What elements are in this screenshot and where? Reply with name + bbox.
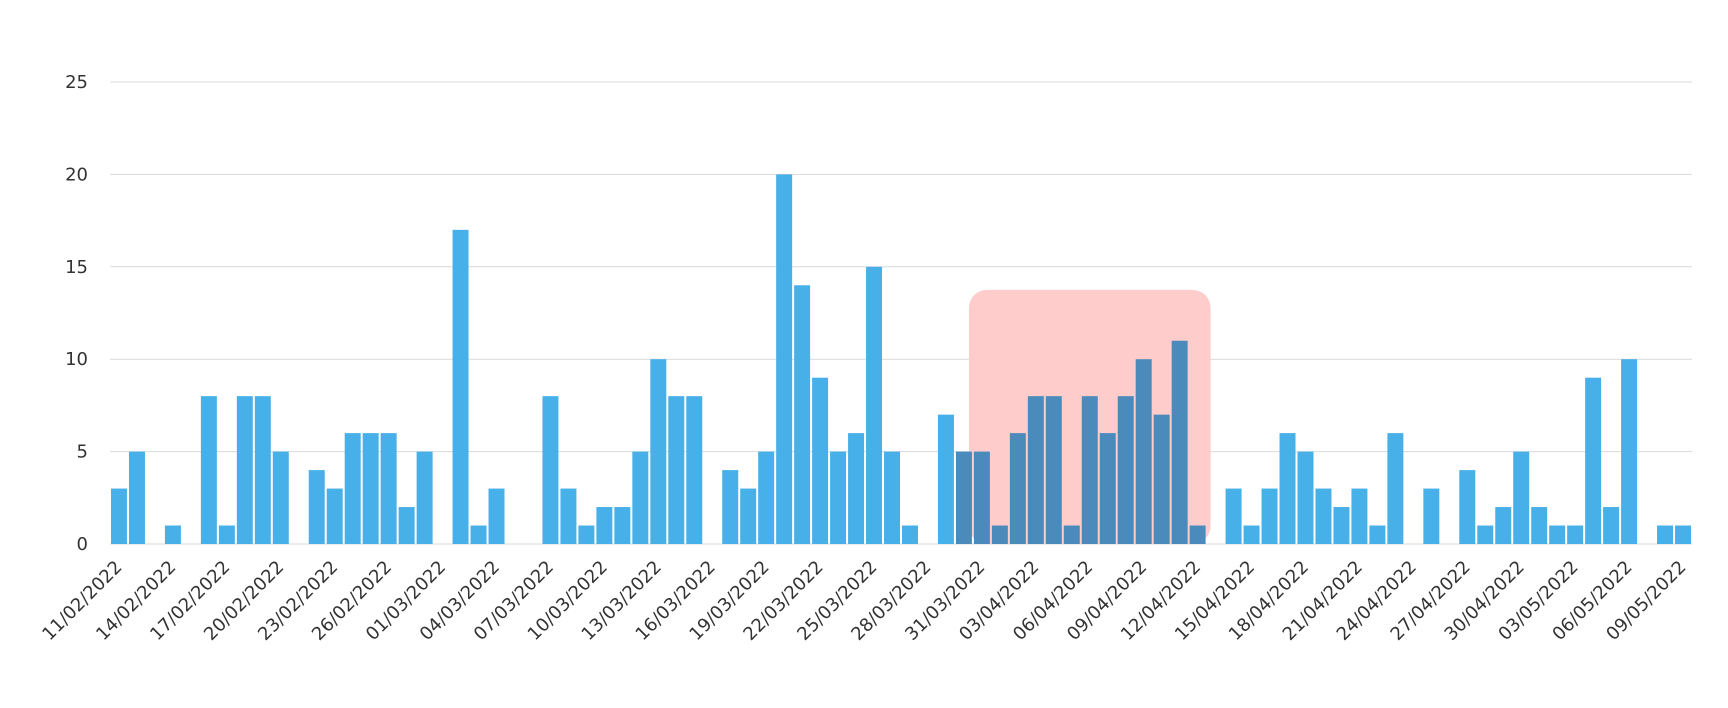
bar <box>776 174 793 544</box>
bar <box>1603 507 1620 544</box>
bar <box>1477 525 1494 544</box>
bar <box>1657 525 1674 544</box>
bar <box>1243 525 1260 544</box>
bar <box>254 396 271 544</box>
bar <box>236 396 253 544</box>
bar <box>1135 359 1152 544</box>
bar <box>1027 396 1044 544</box>
bar <box>111 488 127 544</box>
bar <box>991 525 1008 544</box>
bar <box>1261 488 1278 544</box>
bar <box>1351 488 1368 544</box>
bar <box>794 285 811 544</box>
bar <box>164 525 181 544</box>
bar <box>1279 433 1296 544</box>
y-tick-label: 20 <box>65 164 88 185</box>
bar <box>973 451 990 544</box>
bar <box>1315 488 1332 544</box>
bar <box>308 470 325 544</box>
bar <box>1531 507 1548 544</box>
bar <box>596 507 613 544</box>
bar <box>848 433 865 544</box>
bar <box>1675 525 1691 544</box>
bar <box>398 507 415 544</box>
bar <box>1171 340 1188 544</box>
bar <box>344 433 361 544</box>
bar <box>1189 525 1206 544</box>
bar <box>937 414 954 544</box>
bar <box>758 451 775 544</box>
bar <box>1621 359 1638 544</box>
bar <box>1009 433 1026 544</box>
bar <box>1423 488 1440 544</box>
bar <box>686 396 703 544</box>
x-axis-ticks: 11/02/202214/02/202217/02/202220/02/2022… <box>38 557 1690 645</box>
bar <box>380 433 397 544</box>
bar <box>1369 525 1386 544</box>
bar <box>1585 377 1602 544</box>
y-tick-label: 10 <box>65 349 88 370</box>
y-axis-ticks: 0 5 10 15 20 25 <box>65 72 88 555</box>
bar <box>542 396 559 544</box>
bar <box>1117 396 1134 544</box>
bar <box>614 507 631 544</box>
bar <box>1567 525 1584 544</box>
bar <box>1153 414 1170 544</box>
bar <box>1081 396 1098 544</box>
bar <box>218 525 235 544</box>
bar <box>488 488 505 544</box>
bar <box>272 451 289 544</box>
bar <box>1549 525 1566 544</box>
bar <box>452 229 469 544</box>
y-tick-label: 25 <box>65 72 88 93</box>
y-tick-label: 5 <box>77 442 88 463</box>
bar <box>470 525 487 544</box>
y-tick-label: 0 <box>77 534 88 555</box>
bar <box>1297 451 1314 544</box>
bar <box>1387 433 1404 544</box>
bar <box>650 359 667 544</box>
bar <box>722 470 739 544</box>
bar <box>830 451 847 544</box>
bar <box>560 488 577 544</box>
bar <box>1099 433 1116 544</box>
bar <box>200 396 217 544</box>
bars <box>111 174 1691 544</box>
bar <box>884 451 900 544</box>
y-tick-label: 15 <box>65 257 88 278</box>
bar <box>416 451 433 544</box>
bar <box>866 266 883 544</box>
bar <box>1495 507 1512 544</box>
bar <box>1225 488 1242 544</box>
bar <box>668 396 685 544</box>
bar <box>902 525 918 544</box>
bar <box>740 488 757 544</box>
bar <box>1333 507 1350 544</box>
bar <box>812 377 829 544</box>
bar <box>1459 470 1476 544</box>
bar <box>1045 396 1062 544</box>
bar <box>326 488 343 544</box>
bar <box>578 525 595 544</box>
bar <box>955 451 972 544</box>
bar <box>1063 525 1080 544</box>
bar <box>128 451 145 544</box>
bar <box>362 433 379 544</box>
bar <box>1513 451 1530 544</box>
bar <box>632 451 649 544</box>
